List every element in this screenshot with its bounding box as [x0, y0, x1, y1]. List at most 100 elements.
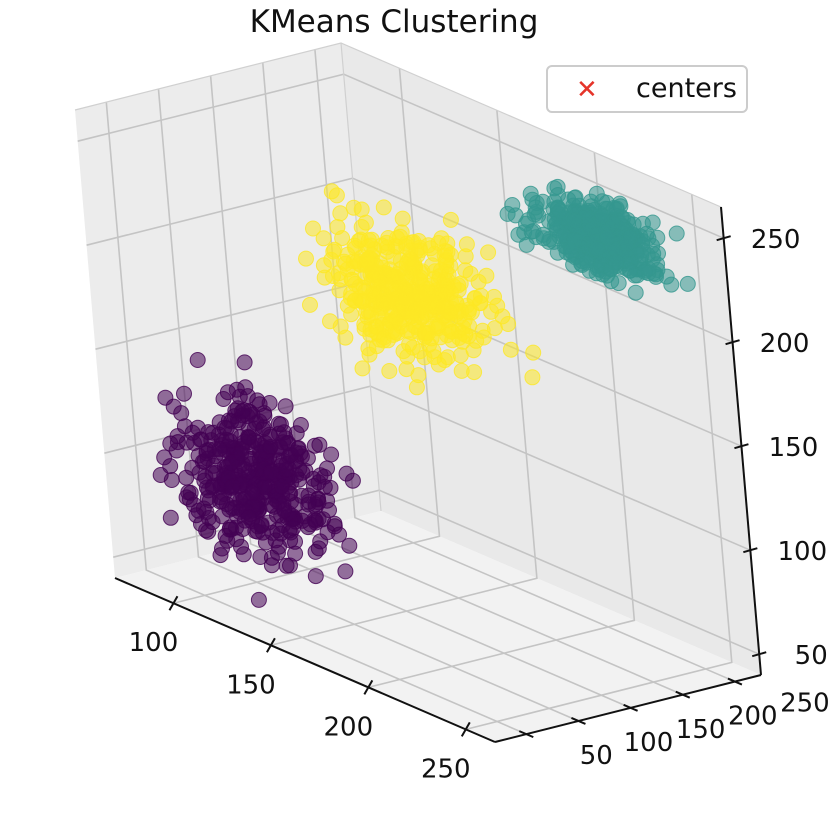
grid-line-x: [173, 68, 441, 605]
scatter-point: [199, 489, 216, 506]
scatter-point: [178, 469, 195, 486]
scatter-point: [287, 533, 303, 550]
grid-line-y: [105, 102, 527, 735]
scatter-point: [189, 352, 206, 368]
scatter-point: [182, 484, 199, 501]
y-tick-mark: [727, 677, 743, 686]
scatter-point: [578, 254, 595, 271]
scatter-point: [566, 189, 583, 206]
scatter-point: [394, 210, 411, 227]
scatter-point: [341, 537, 358, 554]
scatter-point: [354, 360, 371, 377]
scatter-point: [223, 454, 240, 471]
scatter-point: [399, 322, 416, 339]
scatter-point: [375, 199, 392, 216]
grid-line-y: [157, 88, 579, 722]
scatter-point: [565, 256, 582, 273]
scatter-point: [416, 349, 433, 366]
scatter-point: [588, 240, 605, 257]
scatter-point: [277, 398, 294, 415]
x-tick-mark: [363, 679, 374, 695]
scatter-point: [364, 262, 381, 279]
scatter-point: [236, 354, 253, 371]
scatter-point: [278, 557, 295, 574]
scatter-point: [599, 229, 616, 246]
scatter-point: [395, 343, 412, 360]
scatter-point: [524, 369, 541, 386]
scatter-point: [237, 379, 254, 396]
scatter-point: [356, 320, 373, 337]
cluster-2: [499, 178, 696, 301]
scatter-point: [403, 308, 420, 325]
scatter-point: [380, 230, 397, 246]
legend: ✕ centers: [546, 65, 748, 113]
scatter-point: [233, 445, 250, 462]
scatter-point: [332, 271, 349, 288]
scatter-point: [472, 295, 489, 312]
scatter-point: [510, 226, 527, 243]
scatter-point: [323, 183, 340, 200]
scatter-point: [457, 262, 474, 279]
chart-title: KMeans Clustering: [249, 4, 539, 40]
scatter-point: [381, 363, 398, 379]
scatter-point: [307, 568, 324, 585]
scatter-point: [442, 211, 459, 228]
legend-label-centers: centers: [636, 73, 737, 104]
scatter-point: [315, 230, 332, 247]
scatter-point: [453, 303, 470, 319]
x-axis-line: [114, 577, 496, 743]
z-tick-mark: [751, 651, 767, 658]
y-tick-mark: [675, 690, 691, 699]
scatter-point: [250, 591, 267, 608]
scatter-point: [525, 344, 542, 361]
scatter-point: [305, 220, 321, 237]
z-tick-label: 150: [769, 433, 819, 463]
scatter-point: [562, 242, 579, 259]
scatter-point: [412, 269, 429, 286]
scatter-point: [252, 549, 269, 565]
scatter-point: [263, 464, 280, 481]
legend-x-marker-icon: ✕: [576, 75, 598, 105]
scatter-point: [262, 428, 279, 445]
y-tick-label: 50: [580, 741, 613, 771]
scatter-point: [439, 349, 456, 366]
scatter-point: [434, 299, 451, 315]
scatter-point: [649, 229, 666, 246]
x-tick-label: 150: [226, 670, 276, 700]
scatter-point: [329, 219, 346, 235]
x-tick-mark: [460, 721, 471, 737]
grid-line-x: [368, 152, 636, 689]
pane-back: [341, 43, 761, 675]
scatter-point: [518, 215, 534, 232]
cluster-0: [152, 352, 361, 608]
scatter-point: [218, 420, 235, 437]
y-tick-label: 250: [780, 689, 828, 719]
scatter-point: [300, 493, 317, 510]
scatter-point: [306, 437, 323, 454]
scatter-point: [468, 332, 485, 349]
scatter-point: [162, 509, 179, 526]
scatter-point: [668, 225, 685, 242]
scatter-point: [273, 478, 290, 495]
scatter-point: [219, 384, 236, 401]
scatter-point: [305, 478, 322, 494]
x-tick-mark: [266, 637, 276, 653]
y-tick-label: 150: [676, 715, 726, 745]
scatter-point: [310, 510, 327, 527]
x-tick-label: 100: [129, 628, 179, 658]
scatter-point: [453, 362, 470, 379]
scatter-point: [594, 208, 611, 225]
y-tick-label: 200: [728, 702, 778, 732]
scatter-point: [389, 266, 406, 283]
scatter-point: [378, 276, 395, 293]
x-tick-label: 200: [324, 712, 374, 742]
scatter-point: [489, 297, 506, 314]
scatter-point: [502, 341, 519, 358]
scatter-point: [444, 323, 461, 340]
scatter-point: [345, 259, 362, 276]
scatter-point: [480, 244, 497, 261]
scatter-point: [302, 296, 318, 313]
scatter-point: [452, 347, 469, 364]
